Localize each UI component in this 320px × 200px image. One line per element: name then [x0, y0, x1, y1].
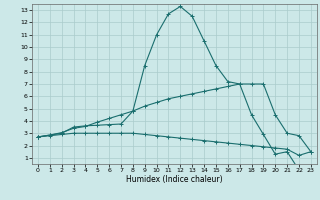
X-axis label: Humidex (Indice chaleur): Humidex (Indice chaleur) — [126, 175, 223, 184]
